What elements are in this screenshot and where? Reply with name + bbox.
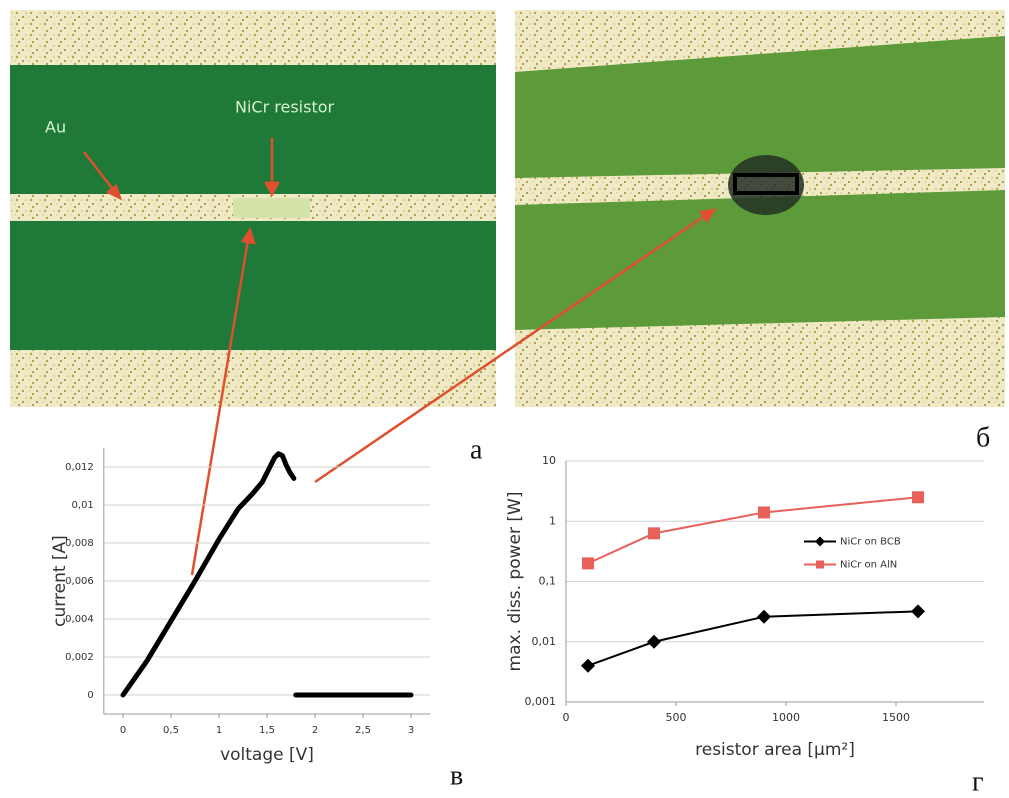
panel-label: б [976,422,990,453]
marker [758,506,770,518]
marker [581,659,595,673]
x-axis-label: resistor area [µm²] [695,740,855,760]
annotation: NiCr resistor [235,98,335,117]
y-tick-label: 0,012 [65,462,94,473]
x-tick-label: 1,5 [259,725,275,736]
y-tick-label: 0 [87,690,93,701]
x-tick-label: 2 [312,725,318,736]
marker [582,557,594,569]
y-tick-label: 0,001 [525,695,557,708]
y-tick-label: 10 [542,454,556,467]
y-axis-label: max. diss. power [W] [505,492,525,672]
x-tick-label: 1 [216,725,222,736]
legend-label: NiCr on AlN [840,560,897,571]
y-tick-label: 0,002 [65,652,94,663]
legend-marker [815,537,825,547]
x-tick-label: 0 [120,725,126,736]
x-tick-label: 3 [408,725,414,736]
x-tick-label: 1000 [772,711,800,724]
micrograph-b [515,10,1005,407]
x-tick-label: 500 [666,711,687,724]
marker [911,604,925,618]
series-line [123,454,411,695]
y-tick-label: 0,1 [539,575,557,588]
marker [757,610,771,624]
x-tick-label: 0 [563,711,570,724]
x-axis-label: voltage [V] [220,745,314,765]
figure: Au NiCr resistor а б в г 00,0020,0040,00… [0,0,1009,798]
panel-label: а [470,434,483,465]
marker [648,527,660,539]
panel-label: в [450,760,463,791]
annotation: Au [45,118,66,137]
series-line [588,611,918,665]
panel-label: г [972,766,983,797]
y-tick-label: 0,01 [532,635,557,648]
y-tick-label: 1 [549,514,556,527]
y-tick-label: 0,01 [72,500,94,511]
marker [912,491,924,503]
series-line [588,497,918,563]
x-tick-label: 0,5 [163,725,179,736]
x-tick-label: 2,5 [355,725,371,736]
micrograph-a: Au NiCr resistor [10,10,496,407]
legend-label: NiCr on BCB [840,537,901,548]
x-tick-label: 1500 [882,711,910,724]
marker [647,635,661,649]
legend-marker [816,561,824,569]
y-axis-label: current [A] [50,535,70,627]
